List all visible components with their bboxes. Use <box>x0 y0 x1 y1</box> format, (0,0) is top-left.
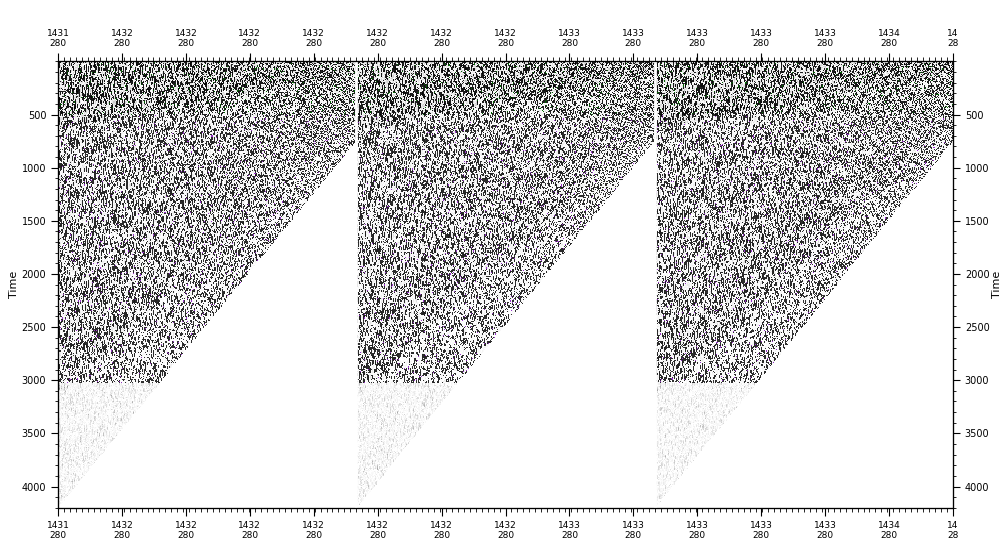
Y-axis label: Time: Time <box>9 271 19 298</box>
Y-axis label: Time: Time <box>992 271 1000 298</box>
